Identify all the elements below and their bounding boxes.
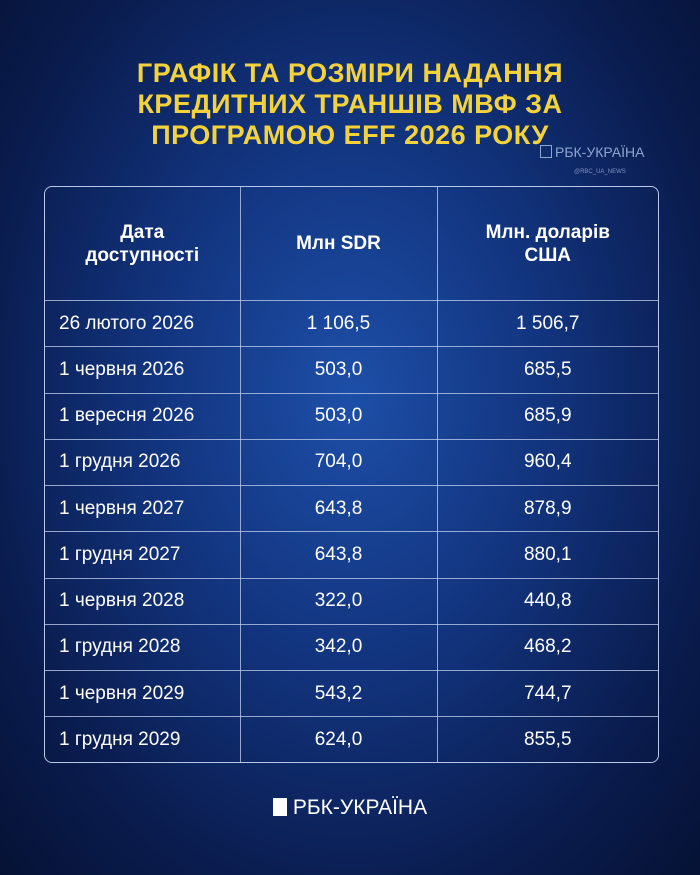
table-cell: 1 грудня 2029 bbox=[45, 716, 241, 762]
table-cell: 543,2 bbox=[239, 669, 438, 718]
table-cell: 1 червня 2026 bbox=[45, 346, 241, 394]
table-cell: 1 червня 2028 bbox=[45, 577, 241, 625]
table-cell: 1 506,7 bbox=[436, 299, 658, 348]
table-cell: 643,8 bbox=[239, 484, 438, 533]
table-row: 1 червня 2027 643,8 878,9 bbox=[45, 484, 658, 533]
table-body: 26 лютого 2026 1 106,5 1 506,7 1 червня 202… bbox=[45, 299, 658, 762]
table-cell: 1 вересня 2026 bbox=[45, 392, 241, 440]
table-cell: 704,0 bbox=[239, 438, 438, 487]
table-cell: 685,9 bbox=[436, 392, 658, 440]
table-cell: 1 грудня 2027 bbox=[45, 531, 241, 579]
table-cell: 960,4 bbox=[436, 438, 658, 487]
table-cell: 503,0 bbox=[239, 346, 438, 394]
title-line: ПРОГРАМОЮ EFF 2026 РОКУ bbox=[151, 120, 549, 150]
table-row: 1 червня 2026 503,0 685,5 bbox=[45, 346, 658, 394]
title-line: ГРАФІК ТА РОЗМІРИ НАДАННЯ bbox=[136, 58, 564, 88]
table-cell: 878,9 bbox=[436, 484, 658, 533]
watermark: РБК-УКРАЇНА @RBC_UA_NEWS bbox=[540, 144, 644, 176]
title-line: КРЕДИТНИХ ТРАНШІВ МВФ ЗА bbox=[137, 89, 563, 119]
table-cell: 1 червня 2027 bbox=[45, 484, 241, 533]
table-row: 1 грудня 2027 643,8 880,1 bbox=[45, 531, 658, 579]
handle: @RBC_UA_NEWS bbox=[574, 169, 626, 175]
column-header: Дата доступності bbox=[45, 187, 241, 301]
table-cell: 342,0 bbox=[239, 623, 438, 672]
title: ГРАФІК ТА РОЗМІРИ НАДАННЯ КРЕДИТНИХ ТРАНШ… bbox=[0, 58, 700, 151]
table-cell: 685,5 bbox=[436, 346, 658, 394]
table-cell: 1 червня 2029 bbox=[45, 669, 241, 718]
table-cell: 1 106,5 bbox=[239, 299, 438, 348]
table-frame: Дата доступності Млн SDR Млн. доларів США … bbox=[44, 186, 659, 763]
table-cell: 503,0 bbox=[239, 392, 438, 440]
footer: РБК-УКРАЇНА bbox=[0, 796, 700, 820]
column-header-text: Млн. доларів США bbox=[485, 221, 610, 266]
table-row: 26 лютого 2026 1 106,5 1 506,7 bbox=[45, 299, 658, 348]
table-row: 1 грудня 2028 342,0 468,2 bbox=[45, 623, 658, 672]
table-cell: 624,0 bbox=[239, 716, 438, 762]
column-header: Млн. доларів США bbox=[436, 187, 658, 301]
table-row: 1 грудня 2026 704,0 960,4 bbox=[45, 438, 658, 487]
logo-icon bbox=[272, 798, 287, 816]
table-cell: 1 грудня 2026 bbox=[45, 438, 241, 487]
watermark-text: РБК-УКРАЇНА bbox=[555, 144, 645, 160]
watermark-icon bbox=[540, 145, 552, 158]
table-cell: 468,2 bbox=[436, 623, 658, 672]
table-cell: 322,0 bbox=[239, 577, 438, 625]
logo-text: РБК-УКРАЇНА bbox=[292, 796, 428, 819]
column-header-text: Млн SDR bbox=[296, 233, 381, 254]
table-cell: 1 грудня 2028 bbox=[45, 623, 241, 672]
table-cell: 440,8 bbox=[436, 577, 658, 625]
table-cell: 855,5 bbox=[436, 716, 658, 762]
table-cell: 880,1 bbox=[436, 531, 658, 579]
table-cell: 744,7 bbox=[436, 669, 658, 718]
table: Дата доступності Млн SDR Млн. доларів США … bbox=[45, 187, 658, 762]
table-row: 1 червня 2028 322,0 440,8 bbox=[45, 577, 658, 625]
table-cell: 26 лютого 2026 bbox=[45, 299, 241, 348]
table-cell: 643,8 bbox=[239, 531, 438, 579]
column-header-text: Дата доступності bbox=[85, 221, 200, 266]
table-row: 1 вересня 2026 503,0 685,9 bbox=[45, 392, 658, 440]
table-row: 1 червня 2029 543,2 744,7 bbox=[45, 669, 658, 718]
header-row: Дата доступності Млн SDR Млн. доларів США bbox=[45, 187, 658, 301]
table-row: 1 грудня 2029 624,0 855,5 bbox=[45, 716, 658, 762]
column-header: Млн SDR bbox=[239, 187, 438, 301]
